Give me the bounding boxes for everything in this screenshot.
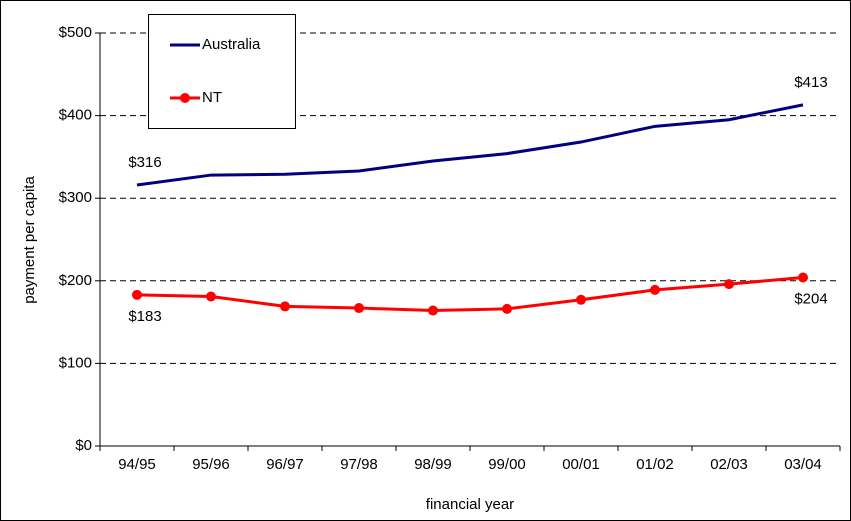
x-tick-label: 94/95	[118, 456, 156, 473]
x-tick-label: 03/04	[784, 456, 822, 473]
point	[280, 301, 290, 312]
point	[650, 284, 660, 295]
point	[428, 305, 438, 316]
y-axis-label: payment per capita	[21, 176, 38, 304]
y-tick-label: $500	[59, 24, 92, 41]
legend-label: Australia	[202, 36, 261, 53]
point	[206, 291, 216, 302]
y-tick-label: $200	[59, 272, 92, 289]
x-tick-label: 00/01	[562, 456, 600, 473]
y-tick-label: $100	[59, 354, 92, 371]
x-tick-label: 98/99	[414, 456, 452, 473]
point	[576, 294, 586, 305]
x-tick-label: 01/02	[636, 456, 674, 473]
y-tick-label: $400	[59, 107, 92, 124]
value-label: $183	[128, 308, 161, 325]
point	[132, 289, 142, 300]
point	[798, 272, 808, 283]
series-line	[136, 276, 804, 313]
point	[354, 303, 364, 314]
x-tick-label: 02/03	[710, 456, 748, 473]
x-tick-label: 96/97	[266, 456, 304, 473]
point	[724, 279, 734, 290]
series-line	[136, 103, 804, 187]
x-tick-label: 95/96	[192, 456, 230, 473]
legend-marker	[180, 93, 190, 103]
value-label: $204	[794, 290, 827, 307]
point	[502, 303, 512, 314]
y-tick-label: $300	[59, 189, 92, 206]
y-tick-label: $0	[75, 437, 92, 454]
x-axis-label: financial year	[426, 496, 514, 513]
x-tick-label: 97/98	[340, 456, 378, 473]
legend-label: NT	[202, 89, 222, 106]
x-tick-label: 99/00	[488, 456, 526, 473]
legend-box	[148, 14, 296, 129]
value-label: $316	[128, 154, 161, 171]
value-label: $413	[794, 74, 827, 91]
